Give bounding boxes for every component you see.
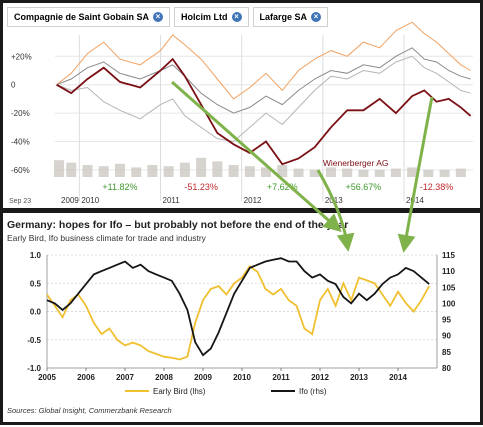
y-right-tick-label: 95 <box>442 316 451 325</box>
x-tick-label: 2009 <box>194 373 212 382</box>
x-tick-label: 2007 <box>116 373 134 382</box>
y-left-tick-label: -0.5 <box>27 336 41 345</box>
x-tick-label: 2011 <box>272 373 290 382</box>
annual-change-label: +7.62% <box>267 182 298 192</box>
x-tick-label: 2014 <box>389 373 407 382</box>
volume-bar <box>163 166 174 177</box>
volume-bar <box>244 166 255 177</box>
series-line <box>56 57 472 166</box>
tab-label: Compagnie de Saint Gobain SA <box>14 12 150 22</box>
volume-bar <box>179 162 190 177</box>
annotation-arrow <box>316 169 355 252</box>
series-line <box>56 21 471 100</box>
y-right-tick-label: 85 <box>442 348 451 357</box>
y-left-tick-label: 0.0 <box>30 308 42 317</box>
volume-bar <box>293 168 304 177</box>
legend-entry: Ifo (rhs) <box>299 387 327 396</box>
x-tick-label: 2012 <box>244 196 262 205</box>
series-line <box>56 55 471 143</box>
volume-bar <box>439 169 450 177</box>
ifo-chart: 1.0 0.5 0.0 -0.5 -1.0 115 110 105 100 95 90 85 80 200… <box>27 251 456 396</box>
comparison-tabs: Compagnie de Saint Gobain SA × Holcim Lt… <box>7 7 329 29</box>
close-icon[interactable]: × <box>231 12 242 22</box>
tab-saint-gobain[interactable]: Compagnie de Saint Gobain SA × <box>7 7 171 27</box>
x-tick-label: 2014 <box>406 196 424 205</box>
y-left-tick-label: -1.0 <box>27 364 41 373</box>
y-tick-label: +20% <box>11 52 32 61</box>
annual-change-label: -51.23% <box>184 182 218 192</box>
x-tick-label: 2010 <box>233 373 251 382</box>
volume-bar <box>390 168 401 177</box>
volume-bar <box>131 167 142 177</box>
y-right-tick-label: 105 <box>442 283 456 292</box>
tab-holcim[interactable]: Holcim Ltd × <box>174 7 249 27</box>
y-right-tick-label: 110 <box>442 267 455 276</box>
y-left-tick-label: 1.0 <box>30 251 42 260</box>
volume-bar <box>114 163 125 177</box>
x-tick-label: 2005 <box>38 373 56 382</box>
annotation-arrow <box>397 96 434 253</box>
annual-change-label: +56.67% <box>346 182 382 192</box>
y-tick-label: -40% <box>11 138 30 147</box>
volume-bar <box>98 166 109 177</box>
volume-bar <box>212 161 223 177</box>
close-icon[interactable]: × <box>153 12 164 22</box>
volume-bar <box>66 162 77 177</box>
tab-label: Holcim Ltd <box>181 12 228 22</box>
y-right-tick-label: 100 <box>442 299 456 308</box>
x-tick-label: 2008 <box>155 373 173 382</box>
volume-bar <box>228 165 239 177</box>
volume-bar <box>423 169 434 177</box>
y-right-tick-label: 115 <box>442 251 455 260</box>
x-tick-label: 2010 <box>81 196 99 205</box>
y-left-tick-label: 0.5 <box>30 279 42 288</box>
volume-bar <box>374 169 385 177</box>
tab-lafarge[interactable]: Lafarge SA × <box>252 7 329 27</box>
volume-bar <box>82 165 93 177</box>
x-tick-label: 2009 <box>61 196 79 205</box>
x-tick-label: 2012 <box>311 373 329 382</box>
annotation-arrow <box>171 80 342 232</box>
volume-bar <box>261 167 272 177</box>
volume-bar <box>455 168 466 177</box>
volume-bar <box>54 160 65 177</box>
annual-change-label: +11.82% <box>102 182 137 192</box>
legend-entry: Early Bird (lhs) <box>153 387 206 396</box>
y-right-tick-label: 80 <box>442 364 451 373</box>
stock-chart: +20% 0 -20% -40% -60% Wienerberger AG Sep 23 20… <box>9 21 473 205</box>
volume-bar <box>342 168 353 177</box>
series-line <box>46 257 430 357</box>
stock-performance-panel: Compagnie de Saint Gobain SA × Holcim Lt… <box>3 3 480 208</box>
y-tick-label: 0 <box>11 81 16 90</box>
y-right-tick-label: 90 <box>442 332 451 341</box>
volume-bar <box>325 167 336 177</box>
volume-bar <box>147 165 158 177</box>
chart-title: Germany: hopes for Ifo – but probably no… <box>7 219 349 231</box>
series-label: Wienerberger AG <box>323 158 389 168</box>
chart-subtitle: Early Bird, Ifo business climate for tra… <box>7 233 206 243</box>
x-tick-label: 2013 <box>350 373 368 382</box>
x-tick-label: 2006 <box>77 373 95 382</box>
series-line <box>56 47 471 114</box>
annual-change-label: -12.38% <box>420 182 454 192</box>
volume-bar <box>407 167 418 177</box>
start-date-label: Sep 23 <box>9 198 31 205</box>
volume-bar <box>358 169 369 177</box>
volume-bar <box>196 157 207 177</box>
x-tick-label: 2011 <box>163 196 181 205</box>
source-note: Sources: Global Insight, Commerzbank Res… <box>7 406 172 415</box>
y-tick-label: -20% <box>11 109 30 118</box>
close-icon[interactable]: × <box>311 12 322 22</box>
tab-label: Lafarge SA <box>259 12 308 22</box>
volume-bar <box>309 169 320 177</box>
y-tick-label: -60% <box>11 166 30 175</box>
volume-bar <box>277 165 288 177</box>
series-line <box>46 265 430 361</box>
